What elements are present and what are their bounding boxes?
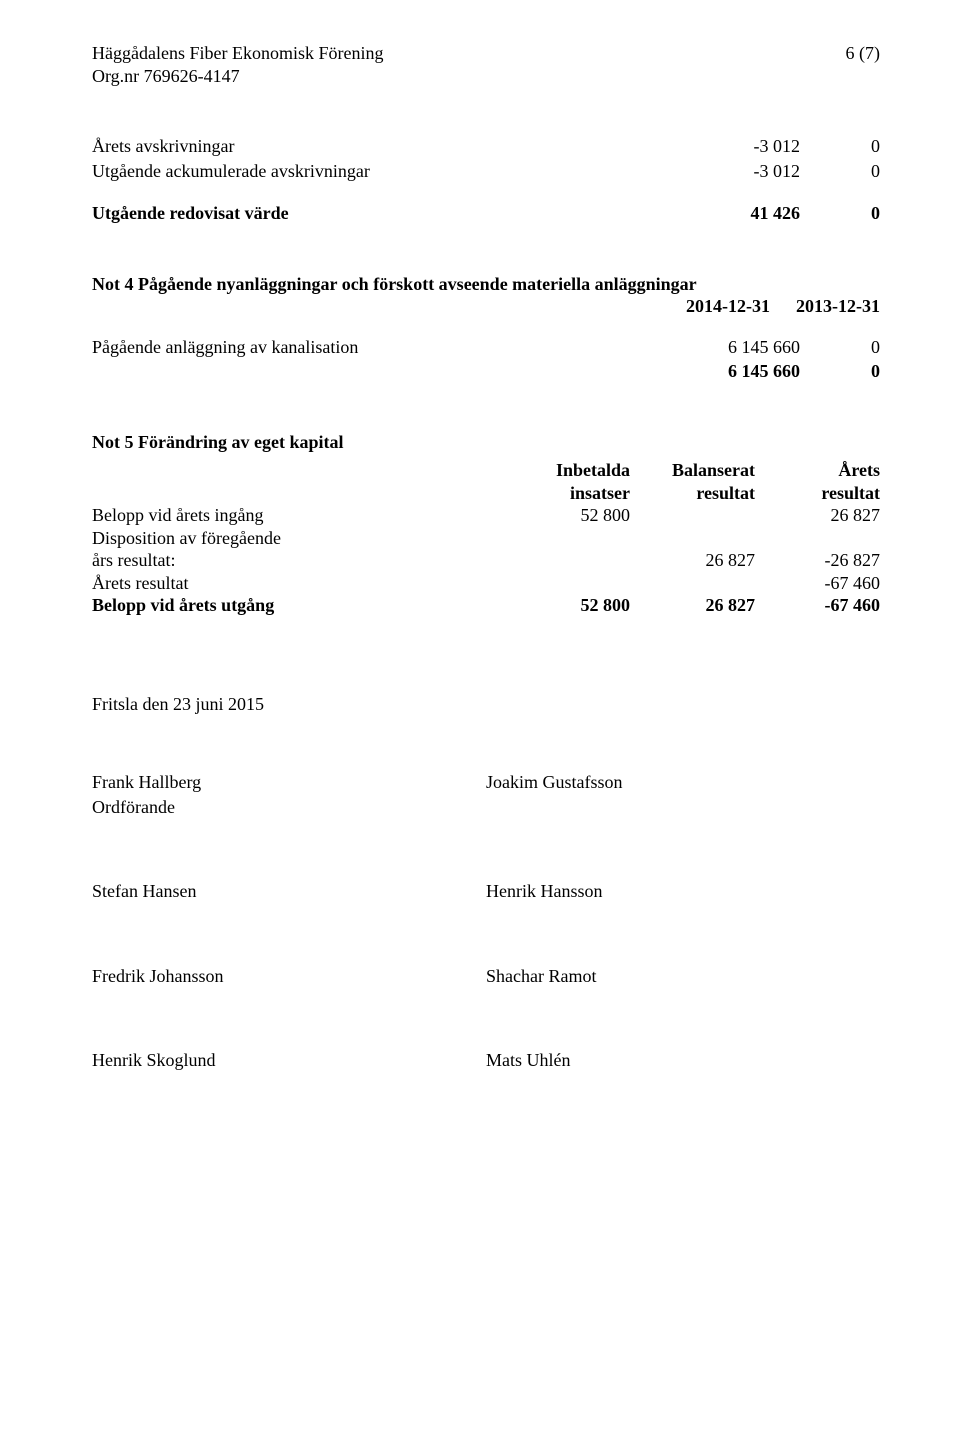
signer-name: Fredrik Johansson bbox=[92, 965, 486, 988]
table-row: Belopp vid årets utgång 52 800 26 827 -6… bbox=[92, 594, 880, 617]
table-row: Utgående redovisat värde 41 426 0 bbox=[92, 202, 880, 225]
signature-block: Shachar Ramot bbox=[486, 965, 880, 988]
col-head: Årets bbox=[755, 459, 880, 482]
cell: 26 827 bbox=[630, 549, 755, 572]
table-row: Disposition av föregående bbox=[92, 527, 880, 550]
table-row: Utgående ackumulerade avskrivningar -3 0… bbox=[92, 160, 880, 183]
signer-name: Shachar Ramot bbox=[486, 965, 880, 988]
equity-table: Inbetalda Balanserat Årets insatser resu… bbox=[92, 459, 880, 617]
row-label: Utgående ackumulerade avskrivningar bbox=[92, 160, 660, 183]
row-val-2: 0 bbox=[800, 336, 880, 359]
table-row: Årets resultat -67 460 bbox=[92, 572, 880, 595]
cell: 26 827 bbox=[755, 504, 880, 527]
row-val-1: 41 426 bbox=[660, 202, 800, 225]
note-4-title: Not 4 Pågående nyanläggningar och försko… bbox=[92, 273, 880, 296]
cell: -26 827 bbox=[755, 549, 880, 572]
row-label: Belopp vid årets utgång bbox=[92, 594, 505, 617]
row-val-2: 0 bbox=[800, 135, 880, 158]
org-name: Häggådalens Fiber Ekonomisk Förening bbox=[92, 42, 846, 65]
header-left: Häggådalens Fiber Ekonomisk Förening Org… bbox=[92, 42, 846, 87]
row-label: Pågående anläggning av kanalisation bbox=[92, 336, 660, 359]
signatures-grid: Frank Hallberg Ordförande Joakim Gustafs… bbox=[92, 771, 880, 1072]
page-number: 6 (7) bbox=[846, 42, 881, 65]
col-head: insatser bbox=[505, 482, 630, 505]
cell: 52 800 bbox=[505, 594, 630, 617]
note-4-dates: 2014-12-31 2013-12-31 bbox=[92, 295, 880, 318]
col-head: Balanserat bbox=[630, 459, 755, 482]
cell: 26 827 bbox=[630, 594, 755, 617]
row-val-1: -3 012 bbox=[660, 135, 800, 158]
signature-date-line: Fritsla den 23 juni 2015 bbox=[92, 693, 880, 716]
row-label: Disposition av föregående bbox=[92, 527, 505, 550]
row-label: års resultat: bbox=[92, 549, 505, 572]
signer-name: Henrik Hansson bbox=[486, 880, 880, 903]
row-label: Årets avskrivningar bbox=[92, 135, 660, 158]
equity-table-header: insatser resultat resultat bbox=[92, 482, 880, 505]
date-col-1: 2014-12-31 bbox=[630, 295, 770, 318]
document-header: Häggådalens Fiber Ekonomisk Förening Org… bbox=[92, 42, 880, 87]
table-row: Pågående anläggning av kanalisation 6 14… bbox=[92, 336, 880, 359]
cell: -67 460 bbox=[755, 594, 880, 617]
signer-name: Joakim Gustafsson bbox=[486, 771, 880, 794]
equity-table-header: Inbetalda Balanserat Årets bbox=[92, 459, 880, 482]
signer-name: Mats Uhlén bbox=[486, 1049, 880, 1072]
signature-block: Fredrik Johansson bbox=[92, 965, 486, 988]
org-number: Org.nr 769626-4147 bbox=[92, 65, 846, 88]
signer-name: Henrik Skoglund bbox=[92, 1049, 486, 1072]
signer-role: Ordförande bbox=[92, 796, 486, 819]
note-5-title: Not 5 Förändring av eget kapital bbox=[92, 431, 880, 454]
col-head: resultat bbox=[755, 482, 880, 505]
table-row: Belopp vid årets ingång 52 800 26 827 bbox=[92, 504, 880, 527]
row-val-2: 0 bbox=[800, 202, 880, 225]
row-val-1: -3 012 bbox=[660, 160, 800, 183]
signer-name: Frank Hallberg bbox=[92, 771, 486, 794]
signature-block: Joakim Gustafsson bbox=[486, 771, 880, 818]
col-head: resultat bbox=[630, 482, 755, 505]
signature-block: Mats Uhlén bbox=[486, 1049, 880, 1072]
row-label: Årets resultat bbox=[92, 572, 505, 595]
signature-block: Frank Hallberg Ordförande bbox=[92, 771, 486, 818]
col-head: Inbetalda bbox=[505, 459, 630, 482]
cell: -67 460 bbox=[755, 572, 880, 595]
row-val-2: 0 bbox=[800, 360, 880, 383]
row-label: Belopp vid årets ingång bbox=[92, 504, 505, 527]
table-row: års resultat: 26 827 -26 827 bbox=[92, 549, 880, 572]
signer-name: Stefan Hansen bbox=[92, 880, 486, 903]
table-row: Årets avskrivningar -3 012 0 bbox=[92, 135, 880, 158]
row-label: Utgående redovisat värde bbox=[92, 202, 660, 225]
cell: 52 800 bbox=[505, 504, 630, 527]
date-col-2: 2013-12-31 bbox=[770, 295, 880, 318]
signature-block: Henrik Skoglund bbox=[92, 1049, 486, 1072]
signature-block: Stefan Hansen bbox=[92, 880, 486, 903]
row-val-1: 6 145 660 bbox=[660, 336, 800, 359]
depreciation-block: Årets avskrivningar -3 012 0 Utgående ac… bbox=[92, 135, 880, 225]
note-4-block: Not 4 Pågående nyanläggningar och försko… bbox=[92, 273, 880, 383]
row-val-2: 0 bbox=[800, 160, 880, 183]
note-5-block: Not 5 Förändring av eget kapital Inbetal… bbox=[92, 431, 880, 617]
row-val-1: 6 145 660 bbox=[660, 360, 800, 383]
table-row: 6 145 660 0 bbox=[92, 360, 880, 383]
signature-block: Henrik Hansson bbox=[486, 880, 880, 903]
